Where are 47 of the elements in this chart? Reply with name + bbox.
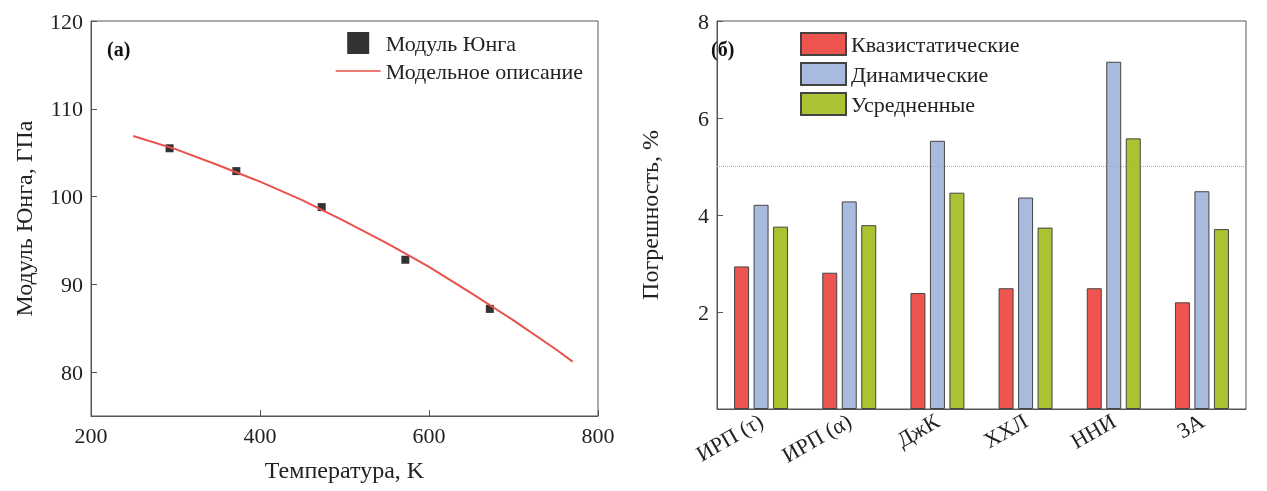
bar xyxy=(841,201,857,409)
bar xyxy=(910,293,926,409)
y-tick-label: 120 xyxy=(50,8,83,34)
bar xyxy=(1174,302,1190,409)
point xyxy=(401,255,410,264)
y-tick-label: 4 xyxy=(698,202,709,228)
bar xyxy=(1194,191,1210,409)
bar xyxy=(1086,288,1102,409)
y-axis-title: Модуль Юнга, ГПа xyxy=(11,120,37,317)
x-tick-label: ИРП (α) xyxy=(777,408,856,468)
bar xyxy=(1018,197,1034,409)
y-tick-label: 6 xyxy=(698,105,709,131)
line-series xyxy=(132,134,574,363)
bar xyxy=(753,204,769,409)
bar xyxy=(1037,227,1053,409)
legend-label: Модельное описание xyxy=(385,58,583,84)
y-tick-label: 80 xyxy=(61,359,83,385)
x-tick-label: 600 xyxy=(412,422,446,448)
annotation: (a) xyxy=(107,38,131,61)
y-tick-label: 90 xyxy=(61,271,83,297)
x-tick-label: ИРП (τ) xyxy=(691,408,768,467)
x-tick-label: 400 xyxy=(243,422,277,448)
x-tick-label: ННИ xyxy=(1066,408,1121,454)
x-axis-title: Температура, K xyxy=(264,457,425,483)
bar xyxy=(929,140,945,409)
legend-label: Усредненные xyxy=(851,91,975,117)
legend-label: Динамические xyxy=(851,61,989,87)
x-tick-label: ХХЛ xyxy=(978,408,1032,454)
y-tick-label: 8 xyxy=(698,8,709,34)
x-tick-label: 200 xyxy=(74,422,108,448)
bar xyxy=(1106,61,1122,409)
bar xyxy=(861,225,877,409)
legend-label: Модуль Юнга xyxy=(385,30,517,56)
bar xyxy=(734,266,750,409)
y-tick-label: 110 xyxy=(50,96,83,122)
bar xyxy=(1125,138,1141,409)
bar xyxy=(998,288,1014,409)
y-axis-title: Погрешность, % xyxy=(637,130,663,300)
bar xyxy=(1213,229,1229,409)
x-tick-label: 800 xyxy=(581,422,615,448)
y-tick-label: 2 xyxy=(698,299,709,325)
bar xyxy=(773,226,789,409)
bar xyxy=(949,192,965,409)
y-tick-label: 100 xyxy=(50,184,83,210)
legend-label: Квазистатические xyxy=(851,31,1020,57)
x-tick-label: ЗА xyxy=(1172,408,1209,444)
bar xyxy=(822,272,838,409)
